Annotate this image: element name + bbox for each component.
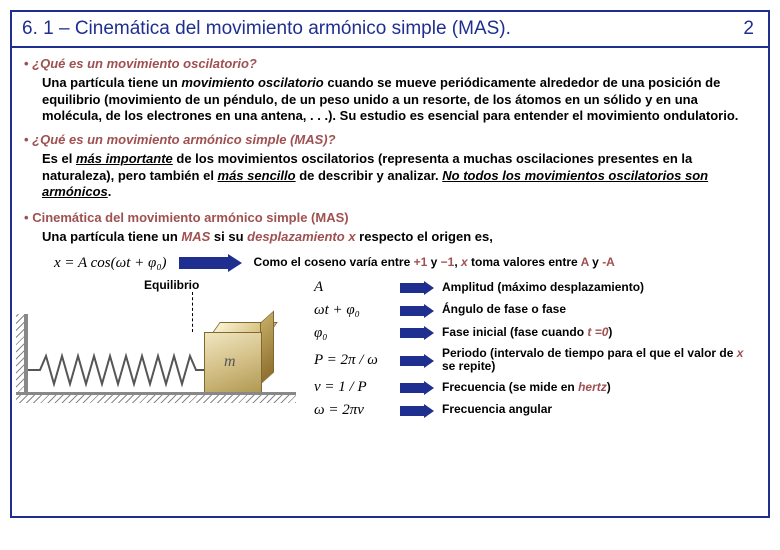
question-2-text: ¿Qué es un movimiento armónico simple (M… bbox=[32, 132, 335, 147]
arrow-icon bbox=[400, 353, 434, 368]
bullet-icon: • bbox=[24, 132, 29, 147]
question-1: • ¿Qué es un movimiento oscilatorio? bbox=[24, 56, 756, 72]
arrow-icon bbox=[400, 303, 434, 318]
main-equation: x = A cos(ωt + φ₀) bbox=[54, 254, 167, 273]
arrow-icon bbox=[400, 326, 434, 341]
title-box: 6. 1 – Cinemática del movimiento armónic… bbox=[10, 10, 770, 48]
bullet-icon: • bbox=[24, 56, 29, 71]
spring-icon bbox=[28, 350, 208, 390]
def-amplitude: A Amplitud (máximo desplazamiento) bbox=[314, 278, 756, 297]
paragraph-1: Una partícula tiene un movimiento oscila… bbox=[42, 75, 756, 124]
def-phase: ωt + φ₀ Ángulo de fase o fase bbox=[314, 301, 756, 320]
slide-title: 6. 1 – Cinemática del movimiento armónic… bbox=[22, 18, 511, 40]
def-frequency: ν = 1 / P Frecuencia (se mide en hertz) bbox=[314, 378, 756, 397]
question-2: • ¿Qué es un movimiento armónico simple … bbox=[24, 132, 756, 148]
main-equation-row: x = A cos(ωt + φ₀) Como el coseno varía … bbox=[54, 254, 756, 273]
arrow-icon bbox=[400, 280, 434, 295]
equilibrium-line bbox=[192, 292, 194, 332]
equilibrium-label: Equilibrio bbox=[144, 278, 199, 293]
paragraph-3: Una partícula tiene un MAS si su desplaz… bbox=[42, 229, 756, 245]
definitions-list: A Amplitud (máximo desplazamiento) ωt + … bbox=[314, 278, 756, 423]
def-initial-phase: φ₀ Fase inicial (fase cuando t =0) bbox=[314, 324, 756, 343]
slide: 6. 1 – Cinemática del movimiento armónic… bbox=[10, 10, 770, 530]
lower-section: Equilibrio m A Amplitud (máximo desp bbox=[24, 278, 756, 423]
arrow-icon bbox=[400, 403, 434, 418]
question-3: • Cinemática del movimiento armónico sim… bbox=[24, 210, 756, 226]
content-box: • ¿Qué es un movimiento oscilatorio? Una… bbox=[10, 48, 770, 518]
page-number: 2 bbox=[743, 18, 754, 40]
cosine-note: Como el coseno varía entre +1 y −1, x to… bbox=[254, 255, 615, 270]
def-angular-frequency: ω = 2πν Frecuencia angular bbox=[314, 401, 756, 420]
arrow-icon bbox=[179, 254, 242, 272]
def-period: P = 2π / ω Periodo (intervalo de tiempo … bbox=[314, 347, 756, 375]
bullet-icon: • bbox=[24, 210, 29, 225]
question-3-text: Cinemática del movimiento armónico simpl… bbox=[32, 210, 348, 225]
mass-label: m bbox=[224, 352, 236, 372]
spring-diagram: Equilibrio m bbox=[24, 278, 304, 418]
paragraph-2: Es el más importante de los movimientos … bbox=[42, 151, 756, 200]
arrow-icon bbox=[400, 380, 434, 395]
question-1-text: ¿Qué es un movimiento oscilatorio? bbox=[32, 56, 257, 71]
